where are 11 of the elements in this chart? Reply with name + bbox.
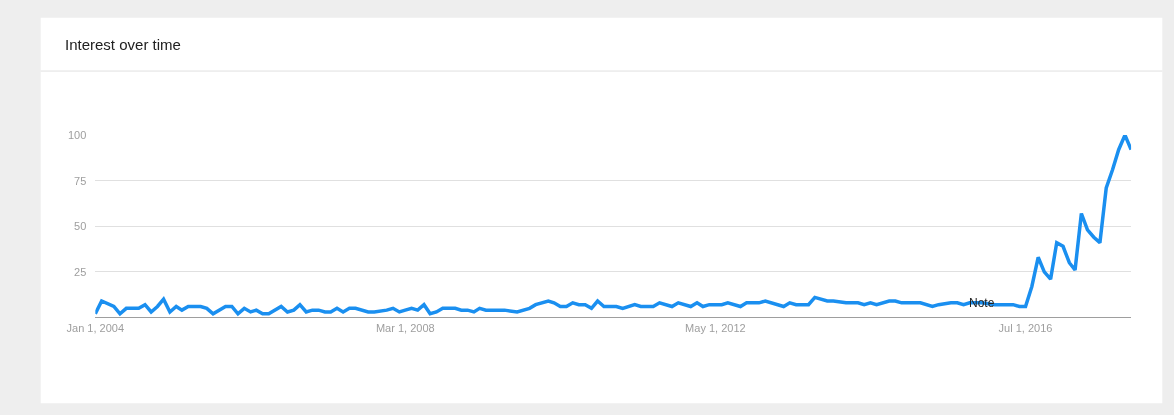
- x-tick-label: Mar 1, 2008: [375, 321, 435, 334]
- chart-title: Interest over time: [65, 36, 181, 53]
- y-tick-label: 25: [74, 265, 87, 278]
- y-tick-label: 50: [74, 220, 87, 233]
- y-tick-label: 100: [67, 128, 87, 141]
- line-series: [95, 135, 1132, 316]
- x-tick-label: Jul 1, 2016: [998, 321, 1053, 334]
- annotation: Note: [969, 296, 995, 310]
- x-tick-label: May 1, 2012: [685, 321, 746, 334]
- x-tick-label: Jan 1, 2004: [66, 321, 125, 334]
- y-tick-label: 75: [74, 174, 87, 187]
